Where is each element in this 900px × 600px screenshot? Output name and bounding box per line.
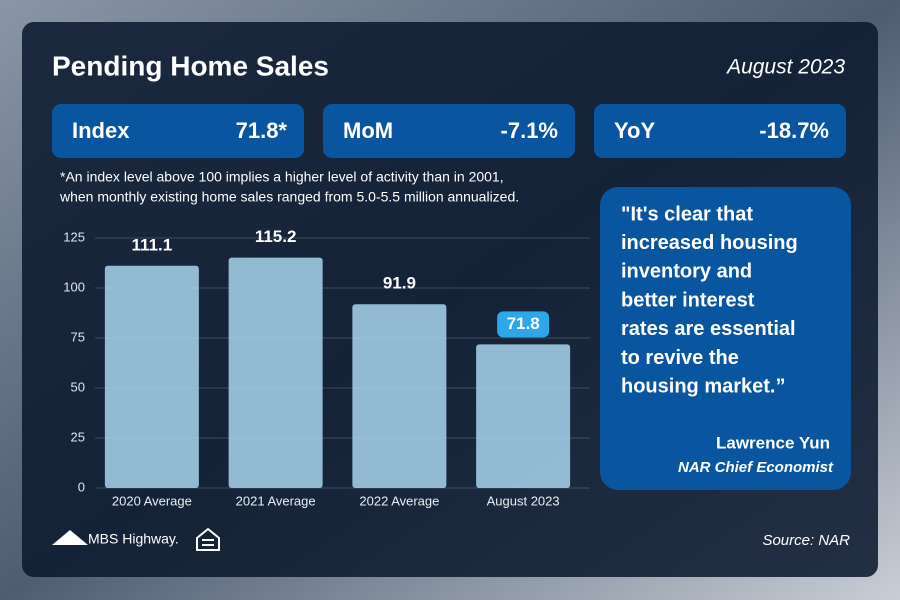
source: Source: NAR xyxy=(762,532,850,549)
x-tick-label: 2022 Average xyxy=(359,493,439,508)
stat-label: MoM xyxy=(343,118,393,143)
y-tick-label: 50 xyxy=(71,379,85,394)
brand: MBS Highway. xyxy=(88,531,179,547)
stat-box xyxy=(323,104,575,158)
quote-line: increased housing xyxy=(621,232,798,254)
stat-box xyxy=(594,104,846,158)
quote-line: rates are essential xyxy=(621,318,796,340)
quote-line: "It's clear that xyxy=(621,203,753,225)
date: August 2023 xyxy=(725,56,845,79)
chart: 0 25 50 75 100 125 2020 Average 111.1 2021 Avera… xyxy=(63,227,590,508)
y-tick-label: 25 xyxy=(71,429,85,444)
quote-line: to revive the xyxy=(621,347,739,369)
stat-label: YoY xyxy=(614,118,655,143)
y-tick-label: 75 xyxy=(71,329,85,344)
x-tick-label: 2021 Average xyxy=(236,493,316,508)
quote-author: Lawrence Yun xyxy=(716,433,830,452)
x-tick-label: 2020 Average xyxy=(112,493,192,508)
value-label: 91.9 xyxy=(383,274,416,293)
stat-value: -7.1% xyxy=(501,118,558,143)
stat-box xyxy=(52,104,304,158)
brand-logo xyxy=(52,530,88,545)
value-label: 71.8 xyxy=(507,314,540,333)
stats: Index 71.8* MoM -7.1% YoY -18.7% xyxy=(52,104,846,158)
y-tick-label: 125 xyxy=(63,229,85,244)
quote: "It's clear that increased housing invento… xyxy=(621,203,798,397)
footnote: when monthly existing home sales ranged … xyxy=(59,189,519,205)
stat-label: Index xyxy=(72,118,130,143)
stat-value: 71.8* xyxy=(236,118,288,143)
quote-line: better interest xyxy=(621,289,755,311)
y-tick-label: 100 xyxy=(63,279,85,294)
bar xyxy=(352,304,447,488)
value-label: 111.1 xyxy=(132,235,173,254)
quote-line: inventory and xyxy=(621,261,752,283)
value-label: 115.2 xyxy=(255,227,297,246)
quote-line: housing market.” xyxy=(621,375,785,397)
y-tick-label: 0 xyxy=(78,479,85,494)
stat-value: -18.7% xyxy=(759,118,829,143)
quote-role: NAR Chief Economist xyxy=(678,459,834,476)
equal-housing-logo xyxy=(196,527,220,551)
title: Pending Home Sales xyxy=(52,50,329,81)
x-tick-label: August 2023 xyxy=(487,493,560,508)
bar xyxy=(476,344,571,488)
value-badge xyxy=(497,311,550,338)
quote-box xyxy=(600,187,851,490)
footnote: *An index level above 100 implies a high… xyxy=(60,169,504,185)
bar xyxy=(104,265,199,488)
bar xyxy=(228,257,323,488)
